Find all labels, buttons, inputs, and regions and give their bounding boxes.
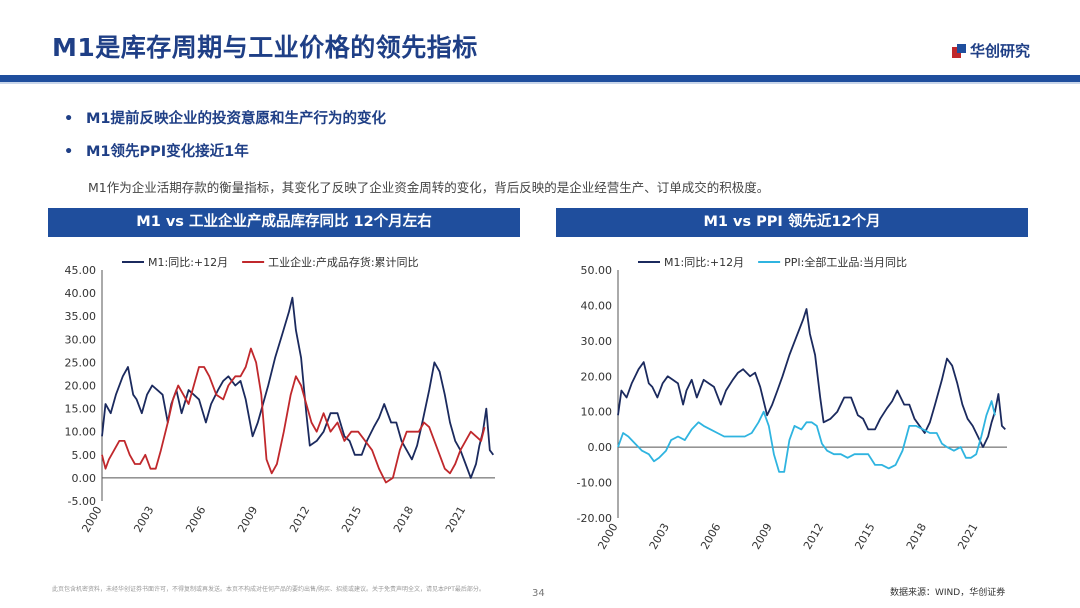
- x-tick-label: 2015: [339, 504, 364, 535]
- y-tick-label: -10.00: [577, 477, 612, 490]
- x-tick-label: 2006: [698, 521, 723, 552]
- x-tick-label: 2012: [801, 521, 826, 552]
- y-tick-label: 35.00: [65, 310, 97, 323]
- legend-label-2: PPI:全部工业品:当月同比: [784, 255, 907, 269]
- y-tick-label: -20.00: [577, 512, 612, 525]
- legend-label-1: M1:同比:+12月: [148, 256, 228, 269]
- series-line-1: [101, 296, 495, 479]
- y-tick-label: 45.00: [65, 264, 97, 277]
- brand-mark-icon: [952, 43, 966, 58]
- disclaimer: 此页包含机密资料，未经华创证券书面许可，不得复制或再发送。本页不构成对任何产品的…: [52, 586, 485, 593]
- x-tick-label: 2021: [955, 521, 980, 552]
- x-tick-label: 2000: [79, 504, 104, 535]
- x-tick-label: 2003: [131, 504, 156, 535]
- y-tick-label: 25.00: [65, 356, 97, 369]
- legend-label-2: 工业企业:产成品存货:累计同比: [268, 255, 418, 269]
- bullet-1-text: M1提前反映企业的投资意愿和生产行为的变化: [86, 111, 387, 127]
- slide-title: M1是库存周期与工业价格的领先指标: [52, 33, 478, 62]
- x-tick-label: 2015: [852, 521, 877, 552]
- y-tick-label: 15.00: [65, 403, 97, 416]
- bullet-1: • M1提前反映企业的投资意愿和生产行为的变化: [64, 111, 387, 127]
- series-line-2: [617, 400, 996, 473]
- x-tick-label: 2006: [183, 504, 208, 535]
- legend-label-1: M1:同比:+12月: [664, 256, 744, 269]
- y-tick-label: 20.00: [581, 370, 613, 383]
- x-tick-label: 2018: [904, 521, 929, 552]
- y-tick-label: 30.00: [65, 333, 97, 346]
- x-tick-label: 2009: [235, 504, 260, 535]
- header-rule-light: [0, 82, 1080, 84]
- x-tick-label: 2000: [595, 521, 620, 552]
- y-tick-label: 50.00: [581, 264, 613, 277]
- x-tick-label: 2012: [287, 504, 312, 535]
- bullet-2: • M1领先PPI变化接近1年: [64, 144, 249, 160]
- brand-logo: 华创研究: [952, 40, 1030, 61]
- y-tick-label: 30.00: [581, 335, 613, 348]
- x-tick-label: 2018: [391, 504, 416, 535]
- x-tick-label: 2021: [443, 504, 468, 535]
- y-tick-label: 0.00: [588, 441, 613, 454]
- y-tick-label: 5.00: [72, 449, 97, 462]
- y-tick-label: -5.00: [68, 495, 96, 508]
- series-line-2: [101, 347, 486, 484]
- page-number: 34: [532, 588, 545, 599]
- y-tick-label: 40.00: [65, 287, 97, 300]
- y-tick-label: 20.00: [65, 380, 97, 393]
- inventory-chart: -5.00 0.00 5.00 10.00 15.00 20.00 25.00 30.00 35…: [65, 255, 495, 535]
- y-tick-label: 40.00: [581, 299, 613, 312]
- series-line-1: [617, 308, 1006, 449]
- description: M1作为企业活期存款的衡量指标，其变化了反映了企业资金周转的变化，背后反映的是企…: [88, 180, 770, 195]
- header-rule: [0, 75, 1080, 82]
- y-tick-label: 10.00: [581, 406, 613, 419]
- ppi-chart: -20.00 -10.00 0.00 10.00 20.00 30.00 40.00 50.0…: [577, 255, 1007, 552]
- x-tick-label: 2009: [750, 521, 775, 552]
- data-source: 数据来源：WIND，华创证券: [890, 588, 1006, 598]
- brand-name: 华创研究: [970, 42, 1031, 60]
- left-chart-title: M1 vs 工业企业产成品库存同比 12个月左右: [48, 208, 520, 237]
- bullet-2-text: M1领先PPI变化接近1年: [86, 144, 249, 160]
- y-tick-label: 10.00: [65, 426, 97, 439]
- y-tick-label: 0.00: [72, 472, 97, 485]
- x-tick-label: 2003: [647, 521, 672, 552]
- right-chart-title: M1 vs PPI 领先近12个月: [556, 208, 1028, 237]
